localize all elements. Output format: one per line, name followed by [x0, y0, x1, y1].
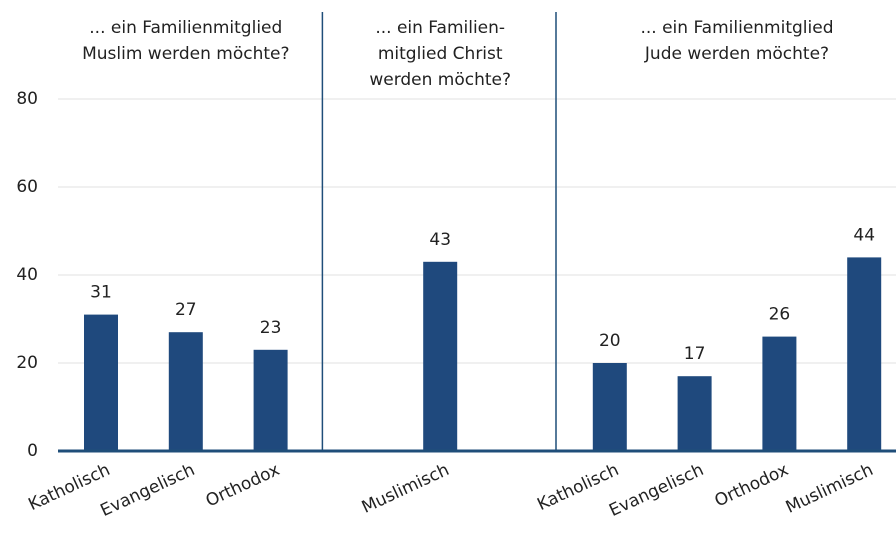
x-tick-label: Evangelisch	[97, 460, 198, 521]
x-tick-label: Muslimisch	[359, 460, 453, 518]
bar	[847, 257, 882, 451]
bar	[592, 363, 627, 451]
group-title: ... ein Familienmitglied	[640, 18, 833, 38]
group-title: Muslim werden möchte?	[82, 44, 289, 64]
group-title: ... ein Familienmitglied	[89, 18, 282, 38]
x-tick-label: Orthodox	[203, 460, 283, 511]
group-title: ... ein Familien-	[375, 18, 505, 38]
value-label: 17	[684, 344, 706, 364]
bar	[253, 349, 288, 451]
value-label: 43	[429, 230, 451, 250]
value-label: 31	[90, 283, 112, 303]
bar	[168, 332, 203, 451]
group-title: Jude werden möchte?	[644, 44, 829, 64]
y-tick-label: 0	[27, 441, 38, 461]
bar	[677, 376, 712, 451]
y-tick-label: 40	[16, 265, 38, 285]
value-label: 26	[769, 305, 791, 325]
group-title: werden möchte?	[369, 70, 511, 90]
x-tick-label: Orthodox	[712, 460, 792, 511]
value-label: 27	[175, 300, 197, 320]
x-tick-label: Muslimisch	[783, 460, 877, 518]
bar	[423, 261, 458, 451]
y-tick-label: 20	[16, 353, 38, 373]
y-tick-label: 80	[16, 89, 38, 109]
group-title: mitglied Christ	[378, 44, 503, 64]
bar	[84, 314, 118, 451]
value-label: 20	[599, 331, 621, 351]
value-label: 23	[260, 318, 282, 338]
bar	[762, 336, 797, 451]
y-tick-label: 60	[16, 177, 38, 197]
x-tick-label: Evangelisch	[606, 460, 707, 521]
value-label: 44	[853, 225, 875, 245]
